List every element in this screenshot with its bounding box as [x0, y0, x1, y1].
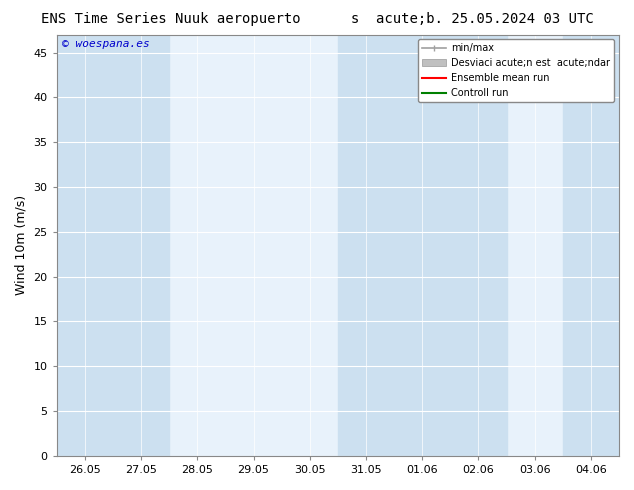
- Bar: [56, 35, 113, 456]
- Text: ENS Time Series Nuuk aeropuerto      s  acute;b. 25.05.2024 03 UTC: ENS Time Series Nuuk aeropuerto s acute;…: [41, 12, 593, 26]
- Bar: [563, 35, 619, 456]
- Bar: [394, 35, 450, 456]
- Bar: [113, 35, 169, 456]
- Legend: min/max, Desviaci acute;n est  acute;ndar, Ensemble mean run, Controll run: min/max, Desviaci acute;n est acute;ndar…: [418, 40, 614, 102]
- Text: © woespana.es: © woespana.es: [62, 39, 150, 49]
- Bar: [338, 35, 394, 456]
- Bar: [450, 35, 507, 456]
- Y-axis label: Wind 10m (m/s): Wind 10m (m/s): [15, 195, 28, 295]
